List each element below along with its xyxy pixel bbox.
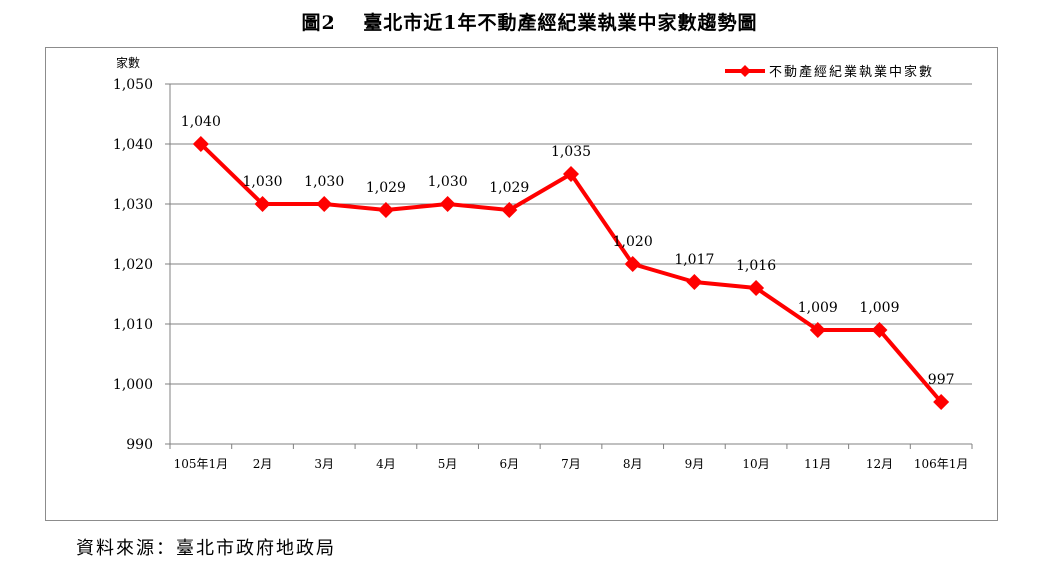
data-point-marker: [871, 322, 888, 338]
chart-frame: [45, 47, 998, 521]
x-tick-label: 9月: [685, 457, 705, 471]
legend-marker: [739, 65, 751, 77]
data-point-marker: [192, 136, 209, 152]
line-chart: 990 1,000 1,010 1,020 1,030 1,040 1,050 家數 105年1…: [113, 55, 973, 471]
data-point-marker: [254, 196, 271, 212]
data-label: 1,009: [859, 300, 899, 316]
data-point-marker: [316, 196, 333, 212]
y-tick-label: 990: [126, 437, 153, 453]
data-point-marker: [748, 280, 765, 296]
data-label: 1,020: [613, 234, 653, 250]
data-point-marker: [563, 166, 579, 182]
y-tick-label: 1,040: [113, 137, 153, 153]
data-point-marker: [439, 196, 456, 212]
y-tick-label: 1,020: [113, 257, 153, 273]
data-point-marker: [686, 274, 703, 290]
source-note: 資料來源：臺北市政府地政局: [76, 538, 336, 559]
data-label: 1,009: [798, 300, 838, 316]
x-tick-label: 7月: [561, 457, 581, 471]
data-point-marker: [501, 202, 518, 218]
y-axis-label: 家數: [116, 55, 140, 70]
data-label: 1,017: [674, 252, 714, 268]
y-tick-label: 1,030: [113, 197, 153, 213]
data-point-marker: [624, 256, 641, 272]
data-label: 997: [928, 372, 955, 388]
data-label: 1,029: [366, 180, 406, 196]
data-label: 1,040: [181, 114, 221, 130]
data-label: 1,030: [428, 174, 468, 190]
x-tick-label: 6月: [499, 457, 519, 471]
data-label: 1,016: [736, 258, 776, 274]
data-point-marker: [377, 202, 394, 218]
x-tick-label: 3月: [314, 457, 334, 471]
data-point-marker: [809, 322, 826, 338]
data-label: 1,030: [304, 174, 344, 190]
x-tick-label: 11月: [804, 457, 831, 471]
data-point-marker: [933, 394, 950, 410]
x-tick-label: 105年1月: [174, 457, 229, 471]
x-tick-label: 106年1月: [914, 457, 969, 471]
y-tick-label: 1,010: [113, 317, 153, 333]
x-tick-label: 5月: [438, 457, 458, 471]
data-label: 1,030: [242, 174, 282, 190]
x-tick-label: 12月: [866, 457, 893, 471]
legend-label: 不動產經紀業執業中家數: [769, 64, 934, 80]
y-tick-label: 1,000: [113, 377, 153, 393]
data-label: 1,035: [551, 144, 591, 160]
data-label: 1,029: [489, 180, 529, 196]
y-tick-label: 1,050: [113, 77, 153, 93]
figure-title: 圖2 臺北市近1年不動產經紀業執業中家數趨勢圖: [301, 12, 758, 34]
x-tick-label: 10月: [742, 457, 769, 471]
x-tick-label: 8月: [623, 457, 643, 471]
x-tick-label: 4月: [376, 457, 396, 471]
x-tick-label: 2月: [253, 457, 273, 471]
